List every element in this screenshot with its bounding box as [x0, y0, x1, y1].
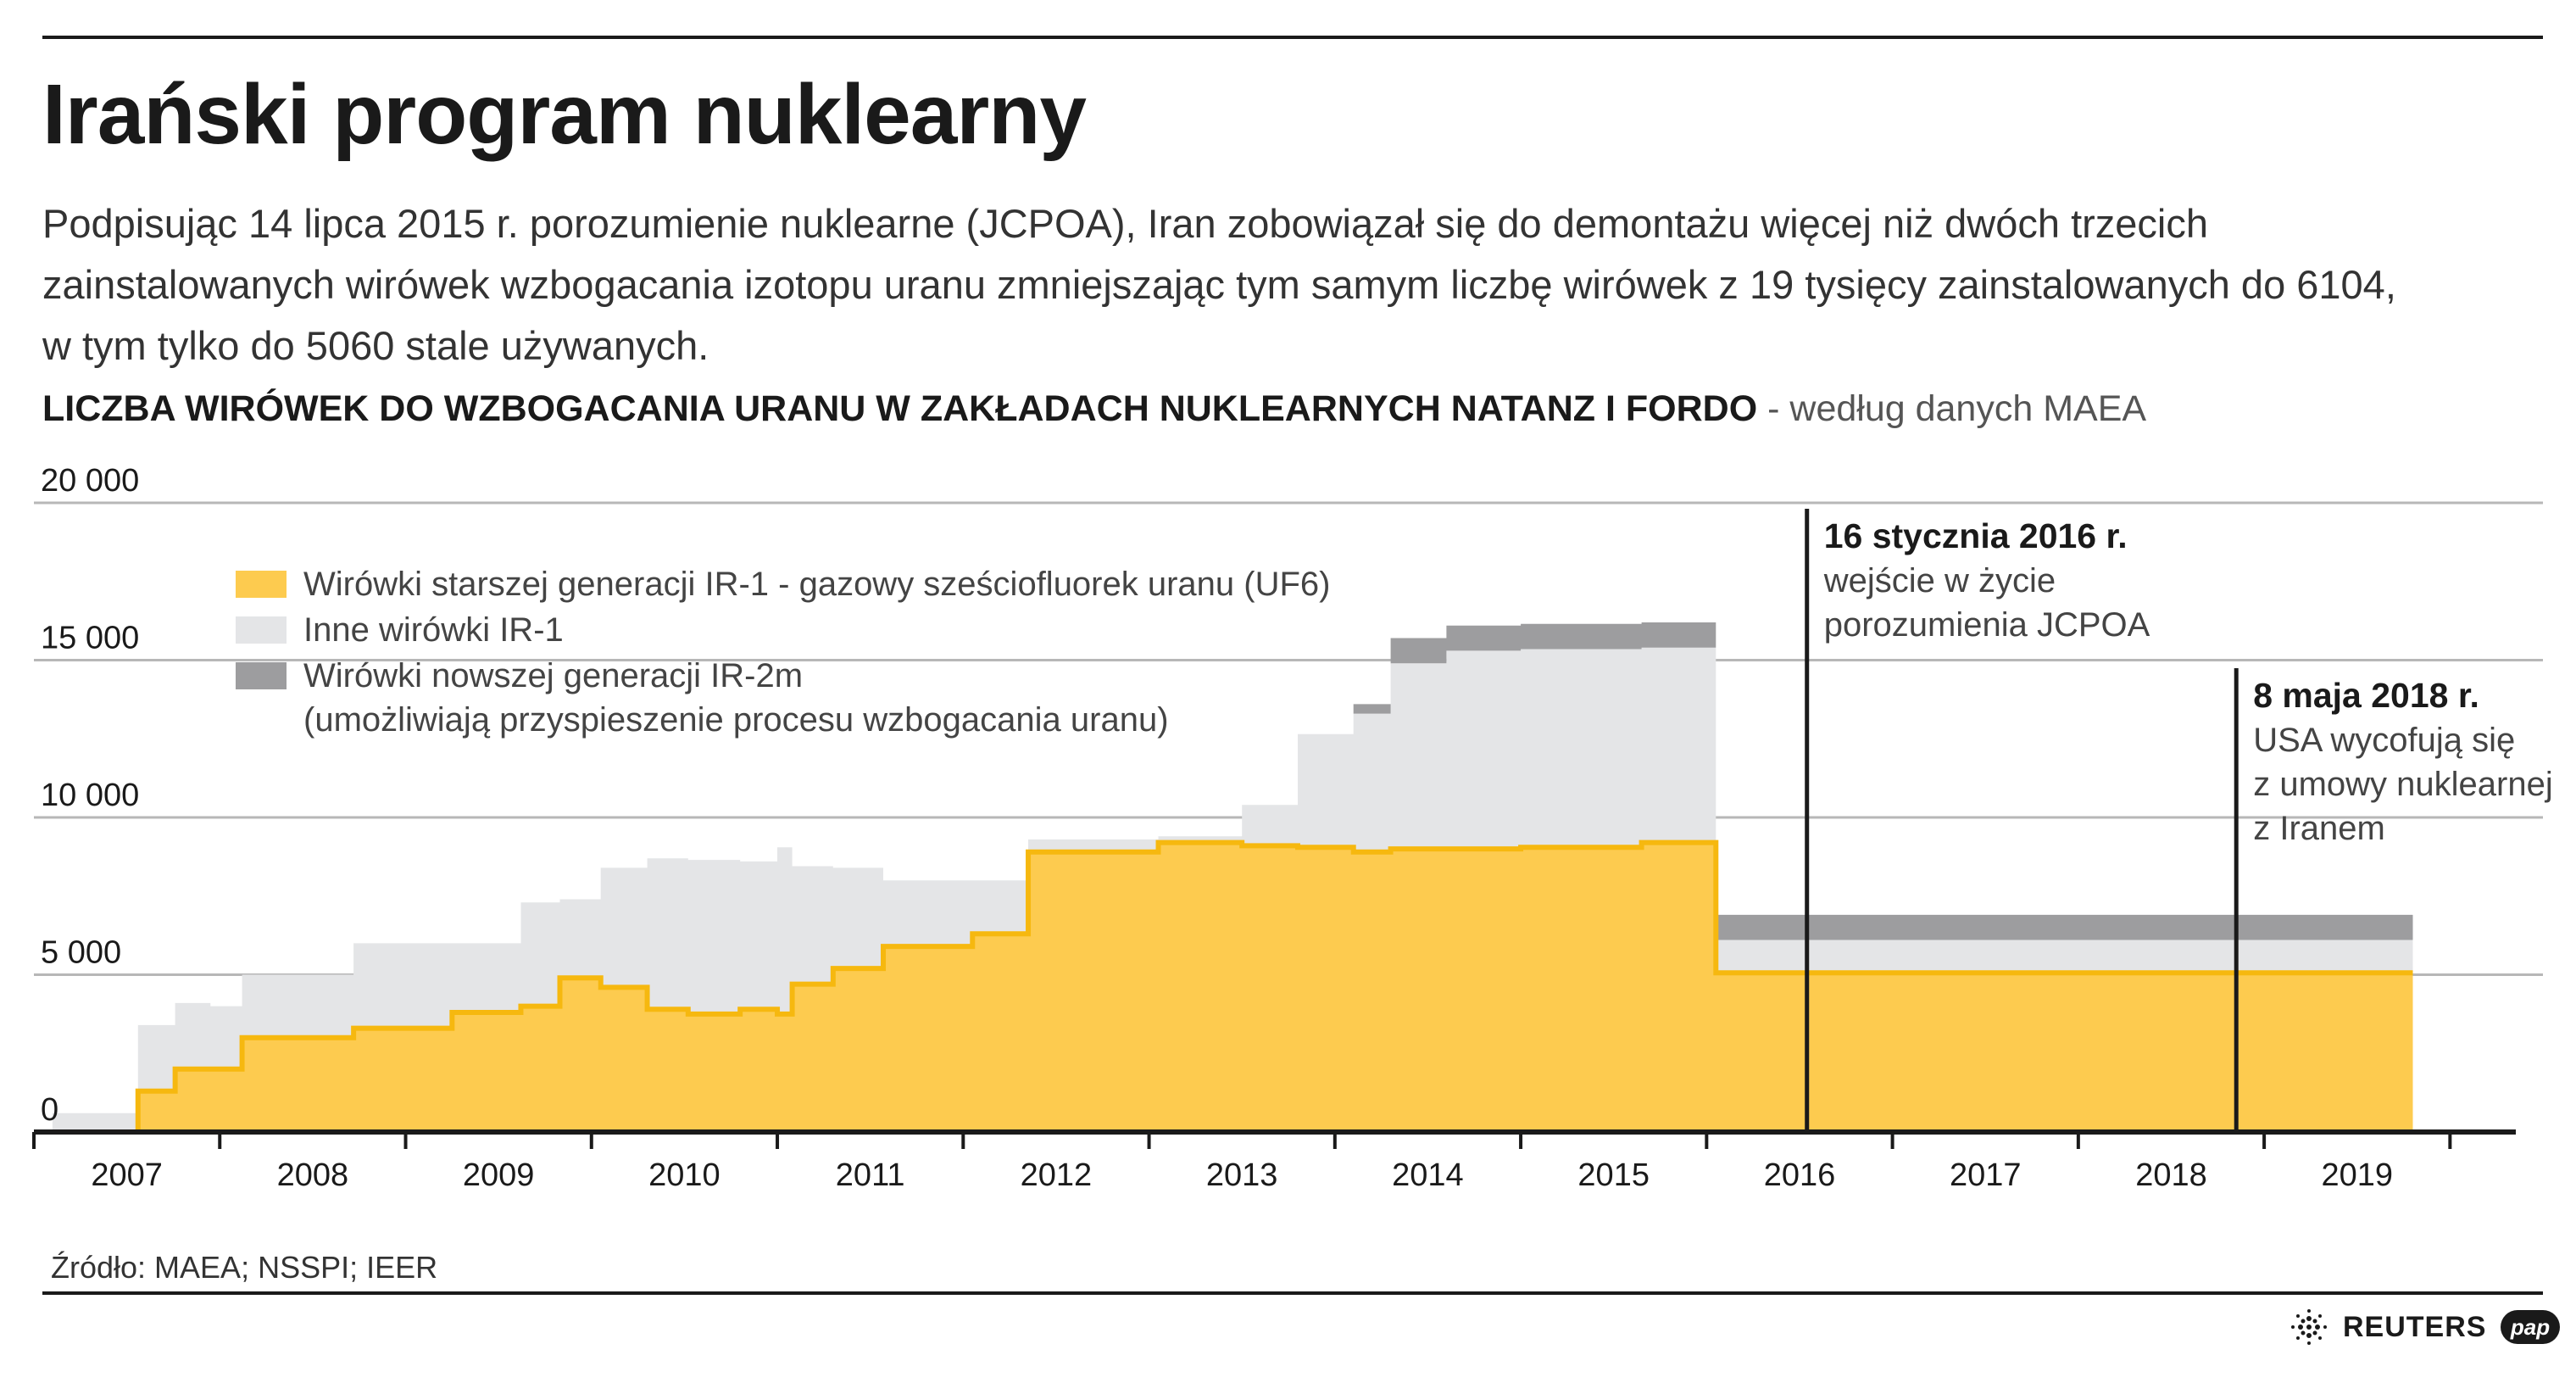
x-tick-label: 2018 — [2135, 1157, 2207, 1193]
page-title: Irański program nuklearny — [42, 67, 1087, 162]
source-note: Źródło: MAEA; NSSPI; IEER — [51, 1250, 438, 1285]
legend-label: Wirówki nowszej generacji IR-2m — [303, 657, 803, 694]
y-tick-label: 10 000 — [41, 778, 139, 813]
logos: REUTERS pap — [2289, 1302, 2561, 1352]
x-tick-label: 2014 — [1392, 1157, 1464, 1193]
legend-swatch-ir2m — [236, 662, 287, 689]
reuters-wordmark: REUTERS — [2343, 1310, 2487, 1343]
legend-label-continued: (umożliwiają przyspieszenie procesu wzbo… — [303, 701, 1169, 739]
chart-heading-subtitle: - według danych MAEA — [1757, 388, 2147, 429]
annotation-text: z umowy nuklearnej — [2253, 766, 2553, 803]
x-tick-label: 2011 — [836, 1157, 905, 1193]
x-tick-label: 2008 — [277, 1157, 349, 1193]
annotation-text: z Iranem — [2253, 810, 2385, 847]
x-tick-label: 2010 — [648, 1157, 721, 1193]
y-tick-label: 20 000 — [41, 463, 139, 499]
series-area-ir1_enriching — [52, 842, 2413, 1132]
pap-logo-icon: pap — [2501, 1310, 2561, 1344]
legend-swatch-ir1_other — [236, 616, 287, 644]
legend-label: Wirówki starszej generacji IR-1 - gazowy… — [303, 566, 1330, 603]
x-tick-label: 2017 — [1950, 1157, 2022, 1193]
x-tick-label: 2007 — [91, 1157, 163, 1193]
svg-text:pap: pap — [2510, 1314, 2550, 1340]
annotation-title: 8 maja 2018 r. — [2253, 676, 2479, 715]
y-tick-label: 0 — [41, 1092, 58, 1128]
annotation-text: porozumienia JCPOA — [1824, 606, 2150, 644]
x-tick-label: 2009 — [463, 1157, 535, 1193]
x-tick-label: 2012 — [1021, 1157, 1093, 1193]
chart-heading: LICZBA WIRÓWEK DO WZBOGACANIA URANU W ZA… — [42, 388, 2146, 430]
intro-paragraph: Podpisując 14 lipca 2015 r. porozumienie… — [42, 201, 2396, 368]
legend-label: Inne wirówki IR-1 — [303, 611, 564, 649]
reuters-logo-icon — [2291, 1309, 2327, 1345]
x-tick-label: 2015 — [1577, 1157, 1650, 1193]
y-tick-label: 15 000 — [41, 621, 139, 656]
chart-heading-title: LICZBA WIRÓWEK DO WZBOGACANIA URANU W ZA… — [42, 388, 1758, 429]
series-line-ir1_enriching — [52, 839, 2413, 1135]
x-tick-label: 2019 — [2321, 1157, 2393, 1193]
annotation-title: 16 stycznia 2016 r. — [1824, 516, 2128, 555]
annotation-text: wejście w życie — [1823, 562, 2056, 599]
top-rule — [42, 36, 2543, 39]
x-tick-label: 2016 — [1764, 1157, 1836, 1193]
bottom-rule — [42, 1291, 2543, 1295]
legend-swatch-ir1_enriching — [236, 571, 287, 598]
x-tick-label: 2013 — [1206, 1157, 1278, 1193]
annotation-text: USA wycofują się — [2253, 722, 2515, 759]
y-tick-label: 5 000 — [41, 935, 121, 971]
